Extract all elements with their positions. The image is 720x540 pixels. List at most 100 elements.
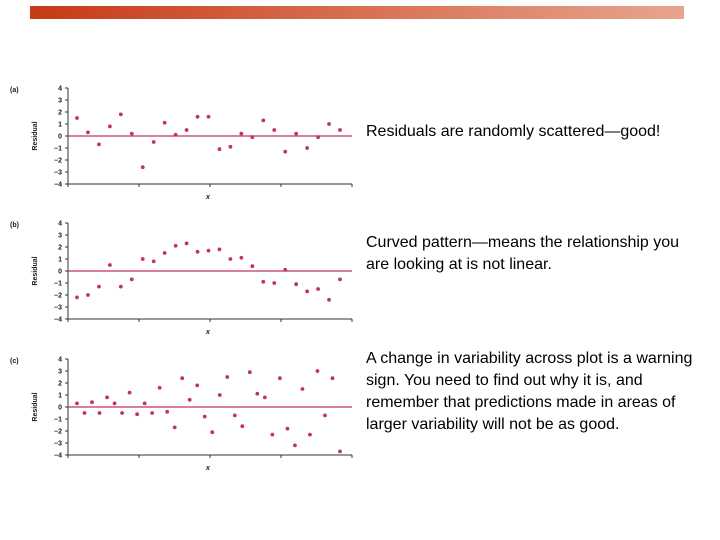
residual-point (316, 135, 320, 140)
residual-point (262, 395, 267, 400)
residual-point (305, 289, 310, 294)
y-tick-label: −2 (54, 158, 62, 165)
residual-point (261, 118, 266, 123)
y-tick-label: 1 (58, 393, 62, 400)
residual-point (250, 135, 255, 140)
panel-label: (b) (10, 222, 19, 229)
y-tick-label: −1 (54, 281, 62, 288)
residual-point (283, 267, 288, 272)
residual-point (151, 140, 156, 144)
y-tick-label: −2 (54, 293, 62, 300)
panel-label: (a) (10, 87, 19, 94)
residual-point (129, 131, 134, 136)
residual-point (285, 426, 290, 431)
panel-label: (c) (10, 358, 19, 365)
residual-point (300, 387, 305, 391)
residual-point (270, 432, 275, 437)
residual-point (255, 391, 260, 396)
residual-point (217, 147, 222, 152)
residual-point (239, 255, 244, 260)
residual-point (118, 284, 123, 289)
residual-plots: (a) Residual 4 3 2 1 0 −1 −2 −3 −4 x (b) Residual 4 3 2 1… (10, 86, 353, 472)
y-tick-label: 2 (58, 245, 62, 252)
residual-point (112, 401, 117, 406)
residual-point (82, 411, 87, 415)
residual-point (228, 144, 233, 149)
residual-point (157, 385, 162, 390)
y-tick-label: 4 (58, 357, 62, 364)
residual-point (173, 132, 178, 137)
x-axis-label: x (205, 465, 211, 472)
residual-point (180, 376, 185, 381)
residual-point (140, 165, 145, 170)
residual-point (338, 277, 342, 282)
y-tick-label: 0 (58, 134, 62, 141)
residual-point (277, 376, 282, 381)
residual-point (162, 120, 167, 125)
residual-point (97, 142, 101, 147)
residual-point (283, 149, 288, 154)
y-tick-label: 2 (58, 381, 62, 388)
y-tick-label: −3 (54, 305, 62, 312)
residual-point (120, 411, 124, 415)
y-tick-label: −1 (54, 417, 62, 424)
residual-point (293, 443, 297, 448)
residual-point (210, 430, 215, 435)
residual-point (142, 401, 147, 406)
residual-point (338, 449, 342, 454)
residual-point (118, 112, 123, 117)
y-tick-label: −4 (54, 317, 62, 324)
residual-point (206, 248, 211, 253)
y-tick-label: 1 (58, 257, 62, 264)
y-axis-label: Residual (32, 392, 39, 421)
residual-point (173, 243, 178, 248)
y-axis-label: Residual (32, 256, 39, 285)
y-tick-label: 0 (58, 405, 62, 412)
residual-point (172, 425, 177, 430)
residual-point (140, 257, 145, 261)
residual-point (184, 128, 189, 132)
residual-point (184, 241, 189, 246)
y-tick-label: 2 (58, 110, 62, 117)
residual-point (272, 281, 277, 285)
residual-point (206, 114, 211, 119)
residual-point (107, 263, 112, 267)
residual-point (315, 369, 320, 373)
residual-point (86, 130, 90, 135)
y-tick-label: 0 (58, 269, 62, 276)
residual-point (327, 122, 331, 126)
y-tick-label: 3 (58, 369, 62, 376)
y-tick-label: 4 (58, 221, 62, 228)
caption-random-scatter: Residuals are randomly scattered—good! (366, 123, 661, 140)
residual-point (316, 287, 320, 291)
residual-point (165, 409, 170, 414)
residual-point (250, 264, 255, 269)
y-tick-label: −3 (54, 441, 62, 448)
y-tick-label: −2 (54, 429, 62, 436)
y-tick-label: 1 (58, 122, 62, 129)
x-axis-label: x (205, 194, 211, 201)
residual-point (217, 247, 222, 252)
residual-point (294, 131, 299, 136)
y-tick-label: 3 (58, 98, 62, 105)
residual-point (75, 401, 79, 406)
residual-point (272, 128, 277, 132)
y-tick-label: −4 (54, 453, 62, 460)
residual-point (217, 393, 222, 397)
residual-point (129, 277, 134, 282)
residual-point (294, 282, 299, 287)
residual-point (195, 383, 200, 388)
y-tick-label: −4 (54, 182, 62, 189)
residual-point (239, 131, 244, 136)
residual-point (240, 424, 245, 429)
x-axis-label: x (205, 329, 211, 336)
residual-point (330, 376, 335, 381)
residual-point (162, 251, 167, 255)
residual-point (305, 146, 310, 150)
residual-point (86, 293, 90, 297)
caption-curved-pattern: Curved pattern—means the relationship yo… (366, 234, 680, 273)
residual-point (97, 411, 102, 415)
residual-point (97, 284, 101, 289)
residual-point (187, 397, 192, 402)
residual-point (261, 279, 266, 284)
